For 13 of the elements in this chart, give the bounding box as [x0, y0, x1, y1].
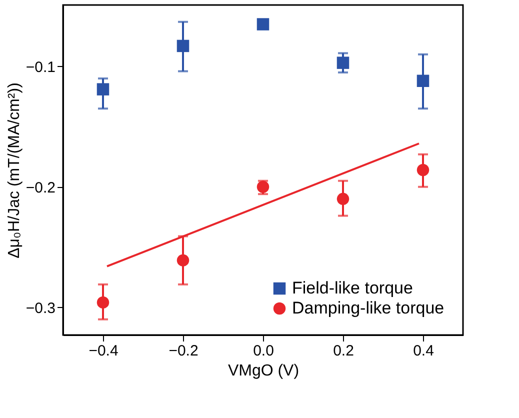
x-tick-label: −0.2: [168, 342, 198, 360]
x-axis-title: VMgO (V): [228, 362, 300, 380]
x-tick-label: 0.4: [413, 342, 434, 360]
x-tick-label: −0.4: [88, 342, 118, 360]
y-tick-label: −0.1: [26, 58, 56, 76]
y-axis-title: Δμ₀H/Jac (mT/(MA/cm²)): [6, 82, 23, 258]
x-tick-label: 0.0: [253, 342, 274, 360]
legend-label: Field-like torque: [292, 278, 413, 298]
point: [256, 18, 270, 30]
y-tick-label: −0.3: [26, 300, 56, 317]
x-tick-label: 0.2: [333, 342, 354, 360]
legend-label: Damping-like torque: [292, 298, 444, 318]
y-tick-label: −0.2: [26, 179, 56, 196]
